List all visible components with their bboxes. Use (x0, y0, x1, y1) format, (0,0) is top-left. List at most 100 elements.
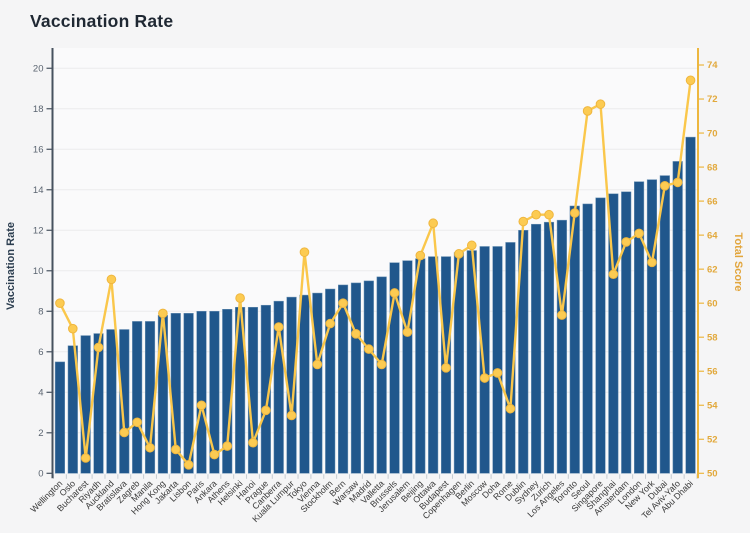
right-tick-label: 60 (707, 298, 718, 309)
left-tick-label: 14 (33, 185, 44, 196)
bar (634, 181, 645, 474)
left-tick-label: 0 (38, 469, 43, 480)
right-tick-label: 62 (707, 264, 718, 275)
line-point (325, 318, 336, 329)
line-point (222, 441, 233, 451)
left-axis-title: Vaccination Rate (5, 222, 17, 310)
bar (659, 175, 670, 474)
bar (312, 292, 323, 474)
bar (556, 219, 567, 474)
bar (531, 223, 542, 474)
line-point (80, 453, 91, 463)
line-point (531, 209, 541, 220)
line-point (55, 298, 65, 308)
bar (67, 345, 78, 474)
line-point (402, 327, 413, 337)
line-point (415, 250, 426, 261)
page-title: Vaccination Rate (30, 11, 174, 31)
bar (325, 288, 336, 474)
bar (389, 262, 400, 474)
bar (273, 300, 284, 474)
line-point (286, 410, 297, 421)
bar (196, 311, 207, 474)
line-point (389, 288, 400, 298)
right-tick-label: 50 (707, 469, 718, 480)
line-point (660, 180, 670, 191)
bar (505, 242, 516, 474)
bar (582, 203, 593, 474)
line-point (492, 368, 503, 378)
bar (247, 306, 259, 474)
line-point (479, 373, 490, 383)
bar (183, 313, 194, 474)
left-tick-label: 2 (38, 428, 43, 439)
line-point (621, 237, 632, 247)
line-point (544, 209, 554, 220)
line-point (672, 177, 683, 188)
line-point (68, 323, 78, 334)
bar (492, 246, 503, 474)
right-axis-title: Total Score (732, 232, 744, 291)
line-point (518, 216, 529, 227)
line-point (647, 257, 657, 268)
line-point (557, 310, 567, 320)
bar (402, 260, 413, 474)
left-tick-label: 12 (33, 225, 44, 236)
bar (543, 221, 555, 474)
left-tick-label: 4 (38, 387, 43, 398)
line-point (685, 75, 696, 86)
line-point (119, 427, 130, 438)
right-tick-label: 54 (707, 400, 718, 411)
right-tick-label: 74 (707, 60, 718, 71)
bar (106, 329, 117, 474)
bar (93, 333, 104, 474)
right-tick-label: 58 (707, 332, 718, 343)
line-point (93, 342, 104, 353)
line-point (209, 449, 220, 460)
line-point (273, 322, 284, 332)
line-point (634, 228, 644, 239)
right-tick-label: 72 (707, 94, 718, 105)
bar (299, 294, 310, 474)
line-point (158, 308, 168, 319)
right-tick-label: 64 (707, 230, 718, 241)
line-point (466, 240, 477, 251)
line-point (582, 106, 593, 116)
bar (132, 321, 143, 474)
total-score-line (58, 79, 692, 466)
line-point (608, 269, 619, 280)
right-tick-label: 56 (707, 366, 718, 377)
line-point (106, 274, 117, 285)
bar (646, 179, 658, 474)
line-point (338, 298, 348, 308)
bar (428, 256, 439, 474)
line-point (183, 459, 194, 470)
bar (672, 161, 683, 474)
line-point (248, 437, 258, 448)
bar (479, 246, 490, 474)
bar (363, 280, 374, 474)
bar (685, 136, 696, 474)
right-tick-label: 68 (707, 162, 718, 173)
line-point (505, 403, 516, 414)
left-tick-label: 8 (38, 306, 43, 317)
line-point (299, 247, 310, 257)
bar (54, 361, 65, 474)
line-point (441, 363, 451, 373)
line-point (454, 249, 464, 259)
left-tick-label: 20 (33, 63, 44, 74)
line-point (428, 218, 438, 229)
bar (119, 329, 130, 474)
line-point (364, 344, 374, 354)
left-tick-label: 6 (38, 347, 43, 358)
right-tick-label: 52 (707, 434, 718, 445)
line-point (261, 405, 271, 416)
bar (260, 304, 271, 474)
left-tick-label: 10 (33, 266, 44, 277)
line-point (312, 359, 323, 370)
bar (621, 191, 632, 474)
line-point (170, 444, 181, 455)
bar (608, 193, 619, 474)
